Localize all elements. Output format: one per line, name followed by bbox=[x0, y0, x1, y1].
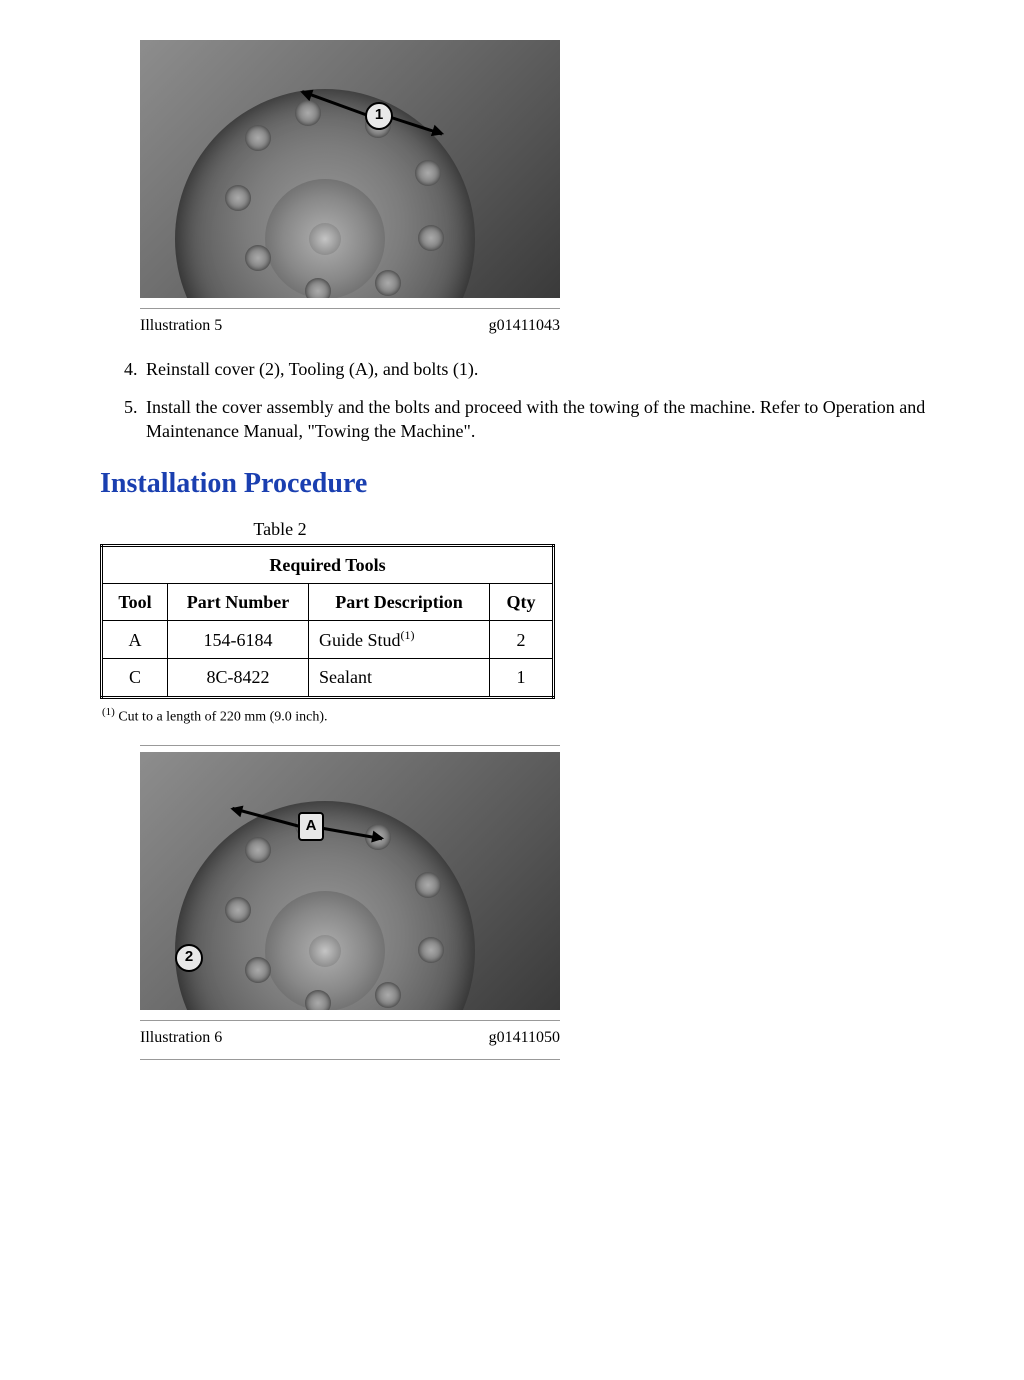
figure-6-image: A 2 bbox=[140, 752, 560, 1010]
figure-6-code: g01411050 bbox=[489, 1027, 560, 1049]
figure-5-image: 1 bbox=[140, 40, 560, 298]
th-pn: Part Number bbox=[168, 583, 309, 620]
th-desc: Part Description bbox=[309, 583, 490, 620]
footnote-text: Cut to a length of 220 mm (9.0 inch). bbox=[118, 709, 327, 724]
figure-5: 1 Illustration 5 g01411043 bbox=[140, 40, 560, 337]
cell-pn: 8C-8422 bbox=[168, 659, 309, 697]
table-row: A 154-6184 Guide Stud(1) 2 bbox=[102, 621, 554, 659]
section-heading: Installation Procedure bbox=[100, 465, 934, 503]
figure-5-code: g01411043 bbox=[489, 315, 560, 337]
cell-desc: Sealant bbox=[309, 659, 490, 697]
table-title: Required Tools bbox=[102, 545, 554, 583]
th-tool: Tool bbox=[102, 583, 168, 620]
procedure-steps: Reinstall cover (2), Tooling (A), and bo… bbox=[100, 357, 934, 444]
cell-tool: C bbox=[102, 659, 168, 697]
table-row: C 8C-8422 Sealant 1 bbox=[102, 659, 554, 697]
table-footnote: (1) Cut to a length of 220 mm (9.0 inch)… bbox=[102, 705, 934, 728]
table-caption: Table 2 bbox=[100, 517, 460, 541]
footnote-mark: (1) bbox=[102, 706, 115, 718]
figure-6-label: Illustration 6 bbox=[140, 1027, 222, 1049]
step-4: Reinstall cover (2), Tooling (A), and bo… bbox=[142, 357, 934, 381]
figure-6-caption: Illustration 6 g01411050 bbox=[140, 1027, 560, 1049]
required-tools-table: Required Tools Tool Part Number Part Des… bbox=[100, 544, 555, 699]
cell-desc: Guide Stud(1) bbox=[309, 621, 490, 659]
callout-1: 1 bbox=[365, 102, 393, 130]
cell-tool: A bbox=[102, 621, 168, 659]
figure-5-label: Illustration 5 bbox=[140, 315, 222, 337]
cell-pn: 154-6184 bbox=[168, 621, 309, 659]
figure-5-caption: Illustration 5 g01411043 bbox=[140, 315, 560, 337]
cell-qty: 2 bbox=[490, 621, 554, 659]
th-qty: Qty bbox=[490, 583, 554, 620]
cell-qty: 1 bbox=[490, 659, 554, 697]
callout-a: A bbox=[298, 812, 324, 840]
step-5: Install the cover assembly and the bolts… bbox=[142, 395, 934, 444]
figure-6: A 2 Illustration 6 g01411050 bbox=[140, 745, 560, 1060]
